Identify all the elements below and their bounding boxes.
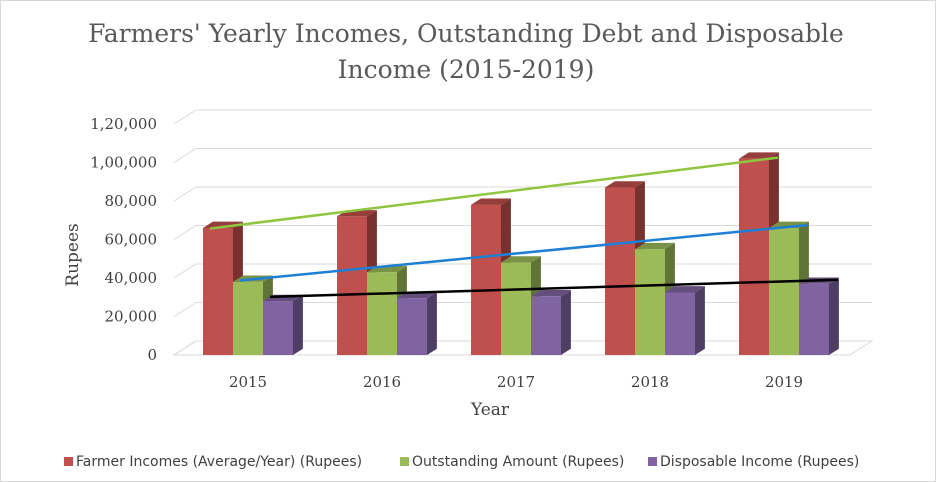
- bar: [531, 289, 571, 355]
- bar-front: [337, 216, 367, 355]
- bar-side: [561, 289, 571, 355]
- gridline: [173, 148, 872, 163]
- trendline: [239, 223, 809, 282]
- legend-swatch: [648, 457, 657, 466]
- bar-top: [739, 152, 779, 159]
- bar-front: [501, 262, 531, 355]
- y-tick-label: 40,000: [105, 269, 158, 287]
- bar-front: [739, 158, 769, 355]
- bar-front: [203, 227, 233, 355]
- x-tick-label: 2016: [363, 373, 401, 391]
- y-tick-label: 1,00,000: [90, 154, 157, 172]
- y-tick-label: 0: [147, 346, 157, 364]
- y-tick-label: 1,20,000: [90, 115, 157, 133]
- bar-side: [293, 294, 303, 355]
- x-tick-label: 2015: [229, 373, 267, 391]
- chart-title-line2: Income (2015-2019): [338, 55, 595, 84]
- gridline: [173, 109, 872, 125]
- legend-label: Outstanding Amount (Rupees): [412, 454, 624, 470]
- bar-front: [471, 204, 501, 355]
- y-tick-label: 80,000: [105, 192, 158, 210]
- bar-front: [665, 292, 695, 355]
- bar-top: [635, 242, 675, 250]
- bar: [799, 277, 839, 355]
- bar: [397, 291, 437, 355]
- bar: [665, 286, 705, 355]
- gridline: [173, 186, 872, 202]
- bar-front: [635, 249, 665, 355]
- x-tick-label: 2019: [765, 373, 803, 391]
- bar-front: [799, 283, 829, 355]
- bar-top: [501, 256, 541, 263]
- bar-side: [695, 286, 705, 355]
- bar-top: [531, 289, 571, 297]
- x-tick-label: 2018: [631, 373, 669, 391]
- x-axis-ticks: 2015 2016 2017 2018 2019: [229, 373, 803, 391]
- gridline: [173, 225, 872, 240]
- bar-front: [397, 298, 427, 355]
- trendline: [209, 156, 779, 230]
- legend-swatch: [400, 457, 409, 466]
- x-axis-title: Year: [470, 400, 510, 420]
- y-tick-label: 60,000: [105, 231, 158, 249]
- bar-top: [605, 181, 645, 188]
- legend-label: Disposable Income (Rupees): [660, 454, 859, 470]
- bar: [605, 181, 645, 355]
- y-axis-title: Rupees: [63, 223, 83, 286]
- bar-side: [427, 291, 437, 355]
- y-axis-ticks: 0 20,000 40,000 60,000 80,000 1,00,000 1,20,00…: [90, 115, 157, 364]
- bar-top: [471, 198, 511, 205]
- trendlines: [209, 156, 839, 299]
- legend-swatch: [64, 457, 73, 466]
- y-tick-label: 20,000: [105, 308, 158, 326]
- bar-front: [263, 301, 293, 355]
- bar-side: [829, 277, 839, 355]
- chart-title-line1: Farmers' Yearly Incomes, Outstanding Deb…: [88, 19, 844, 48]
- trendline: [269, 278, 839, 299]
- bars: [203, 152, 839, 355]
- bar-front: [233, 281, 263, 355]
- legend-label: Farmer Incomes (Average/Year) (Rupees): [76, 454, 362, 470]
- x-tick-label: 2017: [497, 373, 535, 391]
- bar-front: [769, 227, 799, 355]
- legend: Farmer Incomes (Average/Year) (Rupees) Ou…: [64, 454, 859, 470]
- bar: [263, 294, 303, 355]
- bar-front: [367, 272, 397, 355]
- bar-front: [531, 296, 561, 355]
- bar-front: [605, 187, 635, 355]
- bar-top: [665, 286, 705, 293]
